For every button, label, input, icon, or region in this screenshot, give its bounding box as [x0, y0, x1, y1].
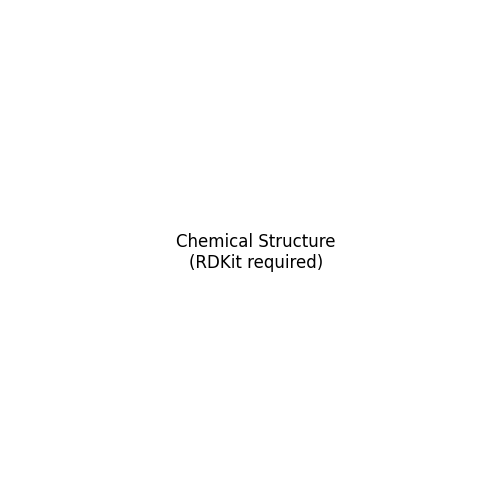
Text: Chemical Structure
(RDKit required): Chemical Structure (RDKit required) — [176, 233, 336, 272]
